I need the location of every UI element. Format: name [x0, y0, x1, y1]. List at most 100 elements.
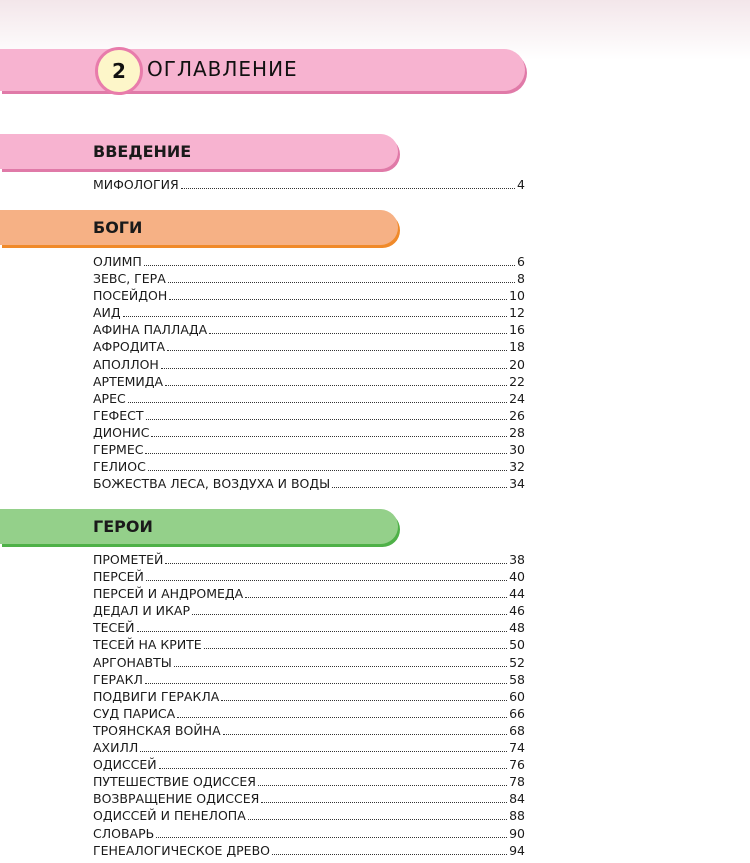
toc-entry[interactable]: АРЕС 24 — [93, 391, 525, 408]
section-title: ГЕРОИ — [93, 517, 153, 536]
section-title: БОГИ — [93, 218, 143, 237]
dot-leader — [145, 580, 508, 582]
toc-entry[interactable]: БОЖЕСТВА ЛЕСА, ВОЗДУХА И ВОДЫ 34 — [93, 476, 525, 493]
entry-page: 50 — [509, 637, 525, 653]
entry-label: ЗЕВС, ГЕРА — [93, 271, 166, 287]
toc-entry[interactable]: ПРОМЕТЕЙ 38 — [93, 552, 525, 569]
toc-entry[interactable]: АРГОНАВТЫ 52 — [93, 655, 525, 672]
entry-label: АИД — [93, 305, 121, 321]
entry-label: ТРОЯНСКАЯ ВОЙНА — [93, 722, 221, 738]
dot-leader — [271, 853, 508, 855]
toc-entry[interactable]: ГЕЛИОС 32 — [93, 459, 525, 476]
dot-leader — [158, 768, 508, 770]
entry-page: 4 — [517, 177, 525, 192]
dot-leader — [332, 487, 508, 489]
entry-page: 90 — [509, 825, 525, 841]
toc-entry[interactable]: ДЕДАЛ И ИКАР 46 — [93, 603, 525, 620]
dot-leader — [122, 316, 508, 318]
dot-leader — [209, 333, 508, 335]
entry-page: 26 — [509, 407, 525, 423]
toc-entry[interactable]: АИД 12 — [93, 305, 525, 322]
chapter-number-badge: 2 — [95, 47, 143, 95]
toc-entry[interactable]: ПУТЕШЕСТВИЕ ОДИССЕЯ 78 — [93, 774, 525, 791]
entry-label: ОЛИМП — [93, 254, 142, 269]
toc-entry[interactable]: ПЕРСЕЙ И АНДРОМЕДА 44 — [93, 586, 525, 603]
toc-entry[interactable]: АХИЛЛ 74 — [93, 740, 525, 757]
entry-label: ОДИССЕЙ И ПЕНЕЛОПА — [93, 808, 246, 824]
toc-entry[interactable]: АПОЛЛОН 20 — [93, 357, 525, 374]
dot-leader — [261, 802, 508, 804]
toc-list-intro: МИФОЛОГИЯ 4 — [93, 177, 525, 194]
toc-entry[interactable]: ОДИССЕЙ И ПЕНЕЛОПА 88 — [93, 808, 525, 825]
entry-page: 48 — [509, 620, 525, 636]
entry-label: ГЕНЕАЛОГИЧЕСКОЕ ДРЕВО — [93, 842, 270, 858]
toc-entry[interactable]: СЛОВАРЬ 90 — [93, 826, 525, 843]
entry-page: 32 — [509, 459, 525, 475]
entry-label: ГЕЛИОС — [93, 459, 146, 475]
toc-entry[interactable]: ПОДВИГИ ГЕРАКЛА 60 — [93, 689, 525, 706]
dot-leader — [203, 648, 508, 650]
dot-leader — [143, 265, 516, 266]
entry-page: 88 — [509, 808, 525, 824]
dot-leader — [167, 282, 516, 284]
entry-page: 78 — [509, 774, 525, 790]
entry-page: 46 — [509, 603, 525, 619]
dot-leader — [165, 384, 508, 386]
toc-list-gods: ОЛИМП 6 ЗЕВС, ГЕРА 8 ПОСЕЙДОН 10 АИД 12 АФИНА ПА… — [93, 254, 525, 493]
dot-leader — [167, 350, 508, 352]
toc-entry[interactable]: ВОЗВРАЩЕНИЕ ОДИССЕЯ 84 — [93, 791, 525, 808]
dot-leader — [160, 367, 508, 369]
entry-page: 24 — [509, 390, 525, 406]
entry-page: 84 — [509, 791, 525, 807]
entry-label: АХИЛЛ — [93, 740, 139, 756]
entry-label: ГЕРМЕС — [93, 442, 144, 458]
toc-entry[interactable]: ГЕРМЕС 30 — [93, 442, 525, 459]
toc-entry[interactable]: ЗЕВС, ГЕРА 8 — [93, 271, 525, 288]
dot-leader — [151, 435, 508, 437]
entry-page: 44 — [509, 586, 525, 602]
entry-label: АФИНА ПАЛЛАДА — [93, 322, 208, 338]
toc-entry[interactable]: ПЕРСЕЙ 40 — [93, 569, 525, 586]
dot-leader — [145, 453, 508, 455]
entry-label: БОЖЕСТВА ЛЕСА, ВОЗДУХА И ВОДЫ — [93, 476, 331, 492]
dot-leader — [169, 299, 508, 301]
entry-label: ПЕРСЕЙ — [93, 569, 144, 585]
toc-entry[interactable]: МИФОЛОГИЯ 4 — [93, 177, 525, 194]
toc-entry[interactable]: ДИОНИС 28 — [93, 425, 525, 442]
entry-page: 16 — [509, 322, 525, 338]
entry-page: 12 — [509, 305, 525, 321]
toc-entry[interactable]: ТЕСЕЙ 48 — [93, 620, 525, 637]
entry-label: ПУТЕШЕСТВИЕ ОДИССЕЯ — [93, 774, 256, 790]
entry-label: ГЕРАКЛ — [93, 671, 143, 687]
entry-label: МИФОЛОГИЯ — [93, 177, 179, 192]
entry-label: АРЕС — [93, 390, 126, 406]
toc-entry[interactable]: ПОСЕЙДОН 10 — [93, 288, 525, 305]
toc-entry[interactable]: ГЕФЕСТ 26 — [93, 408, 525, 425]
entry-label: СУД ПАРИСА — [93, 705, 176, 721]
entry-page: 20 — [509, 356, 525, 372]
section-banner-intro: ВВЕДЕНИЕ — [0, 134, 398, 169]
section-banner-gods: БОГИ — [0, 210, 398, 245]
entry-page: 58 — [509, 671, 525, 687]
dot-leader — [247, 819, 508, 821]
dot-leader — [173, 665, 508, 667]
entry-page: 6 — [517, 254, 525, 269]
entry-label: АРТЕМИДА — [93, 373, 164, 389]
entry-page: 18 — [509, 339, 525, 355]
dot-leader — [245, 597, 508, 599]
toc-entry[interactable]: АРТЕМИДА 22 — [93, 374, 525, 391]
entry-page: 28 — [509, 424, 525, 440]
toc-entry[interactable]: ТРОЯНСКАЯ ВОЙНА 68 — [93, 723, 525, 740]
toc-entry[interactable]: ГЕНЕАЛОГИЧЕСКОЕ ДРЕВО 94 — [93, 843, 525, 860]
header-banner — [0, 49, 525, 91]
toc-entry[interactable]: АФИНА ПАЛЛАДА 16 — [93, 322, 525, 339]
toc-entry[interactable]: АФРОДИТА 18 — [93, 339, 525, 356]
entry-label: ДЕДАЛ И ИКАР — [93, 603, 190, 619]
toc-entry[interactable]: ТЕСЕЙ НА КРИТЕ 50 — [93, 637, 525, 654]
toc-entry[interactable]: ГЕРАКЛ 58 — [93, 672, 525, 689]
toc-entry[interactable]: СУД ПАРИСА 66 — [93, 706, 525, 723]
entry-page: 74 — [509, 740, 525, 756]
toc-entry[interactable]: ОДИССЕЙ 76 — [93, 757, 525, 774]
toc-entry[interactable]: ОЛИМП 6 — [93, 254, 525, 271]
entry-page: 94 — [509, 842, 525, 858]
